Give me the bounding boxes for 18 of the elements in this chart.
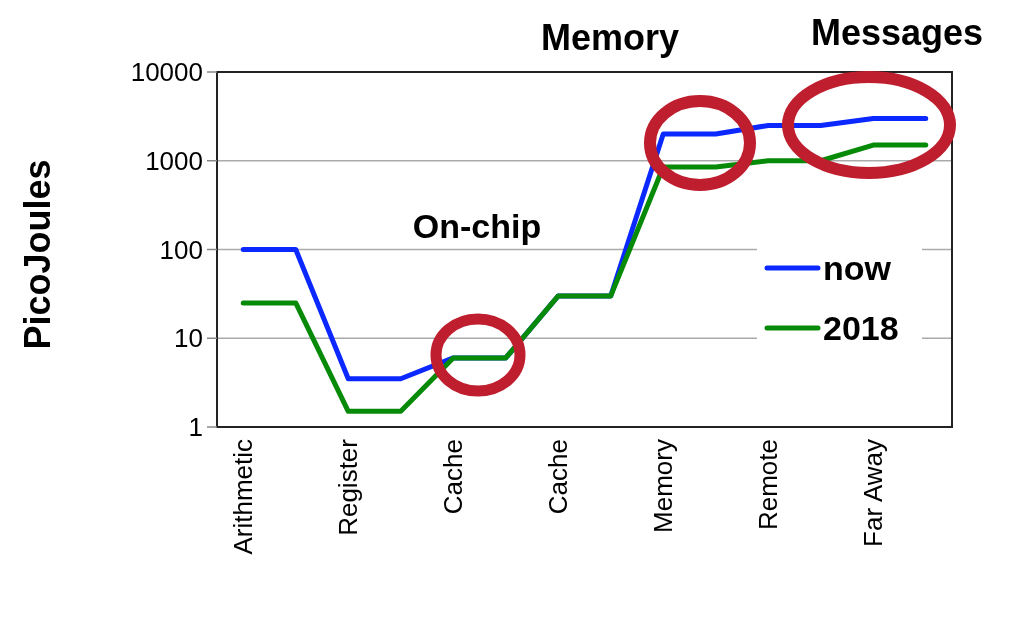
- y-tick-label: 1: [188, 412, 203, 443]
- y-tick-label: 10: [174, 323, 203, 354]
- legend-label: 2018: [823, 308, 899, 347]
- x-tick-label: Memory: [648, 439, 679, 533]
- annotation: On-chip: [412, 207, 542, 245]
- x-tick-label: Cache: [438, 439, 469, 515]
- x-tick-label: Cache: [543, 439, 574, 515]
- y-tick-label: 100: [159, 234, 203, 265]
- y-tick-label: 10000: [130, 57, 203, 88]
- x-tick-label: Remote: [753, 439, 784, 531]
- x-tick-label: Far Away: [858, 439, 889, 547]
- legend-label: now: [823, 248, 892, 287]
- text: Messages: [810, 12, 984, 53]
- y-axis-title: PicoJoules: [17, 159, 58, 350]
- x-tick-label: Register: [333, 438, 364, 536]
- x-tick-label: Arithmetic: [228, 439, 259, 555]
- text: Memory: [540, 17, 680, 58]
- y-tick-label: 1000: [145, 145, 203, 176]
